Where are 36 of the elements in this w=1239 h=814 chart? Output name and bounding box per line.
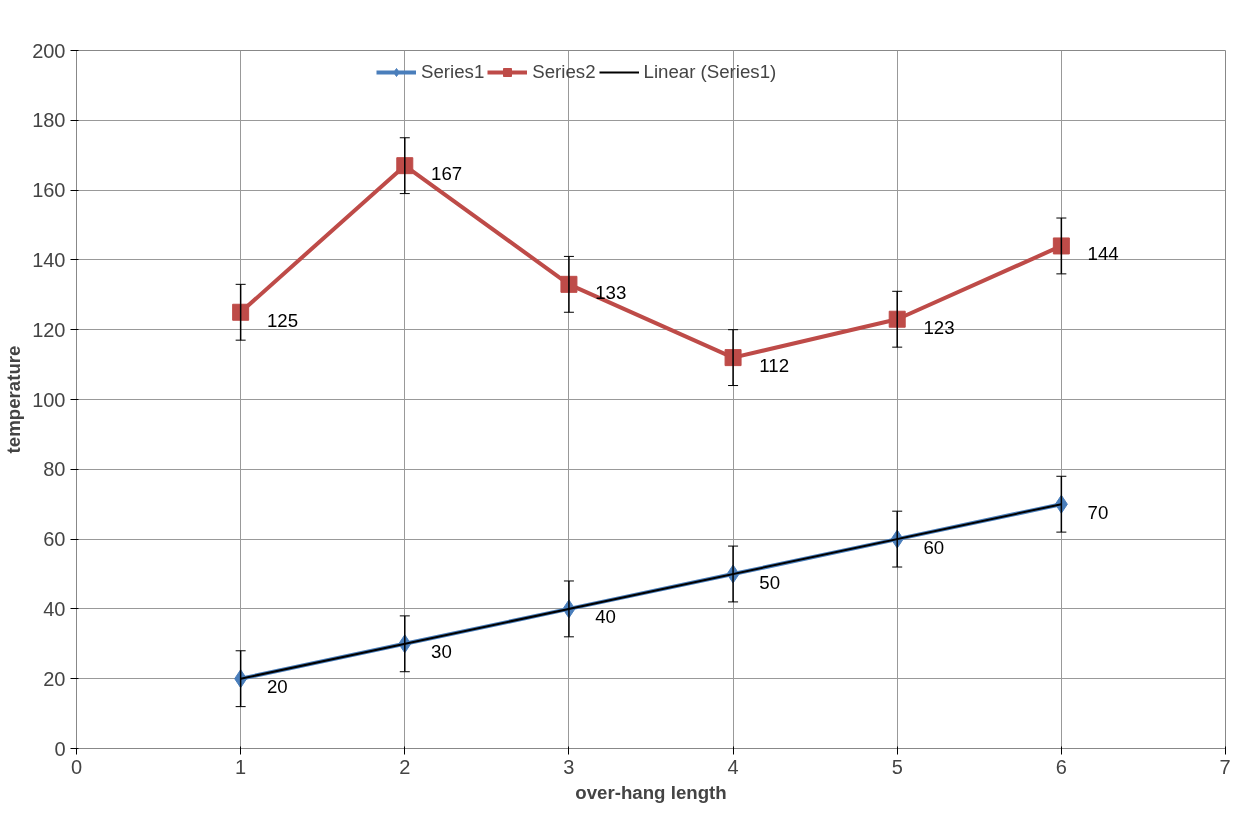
y-tick-label: 120	[32, 318, 66, 341]
data-label: 60	[923, 536, 945, 558]
x-tick-label: 3	[563, 755, 575, 778]
y-tick-label: 60	[43, 528, 66, 551]
data-label: 167	[431, 163, 463, 185]
y-axis-title: temperature	[3, 345, 25, 454]
legend-label: Series2	[532, 61, 596, 83]
legend-label: Linear (Series1)	[643, 61, 777, 83]
x-tick-label: 4	[727, 755, 739, 778]
y-tick-label: 40	[43, 597, 66, 620]
data-label: 40	[595, 606, 616, 628]
x-tick-label: 7	[1219, 755, 1231, 778]
data-label: 123	[923, 316, 955, 338]
y-tick-label: 180	[32, 109, 66, 132]
y-tick-label: 160	[32, 179, 66, 202]
data-label: 70	[1087, 501, 1109, 523]
x-axis-title: over-hang length	[575, 781, 727, 803]
data-label: 144	[1087, 243, 1119, 265]
data-label: 50	[759, 571, 781, 593]
data-label: 112	[759, 355, 790, 377]
data-label: 125	[266, 309, 299, 331]
x-tick-label: 5	[891, 755, 903, 778]
legend-label: Series1	[421, 61, 485, 83]
data-label: 30	[431, 641, 452, 663]
data-label: 20	[266, 676, 288, 698]
x-tick-label: 6	[1055, 755, 1067, 778]
x-tick-label: 1	[235, 755, 247, 778]
y-tick-label: 140	[32, 248, 66, 271]
x-tick-label: 0	[70, 755, 83, 778]
y-tick-label: 20	[43, 667, 66, 690]
y-tick-label: 80	[43, 458, 66, 481]
data-label: 133	[595, 281, 627, 303]
y-tick-label: 100	[32, 388, 66, 411]
y-tick-label: 200	[32, 39, 66, 62]
y-tick-label: 0	[54, 737, 66, 760]
x-tick-label: 2	[399, 755, 411, 778]
